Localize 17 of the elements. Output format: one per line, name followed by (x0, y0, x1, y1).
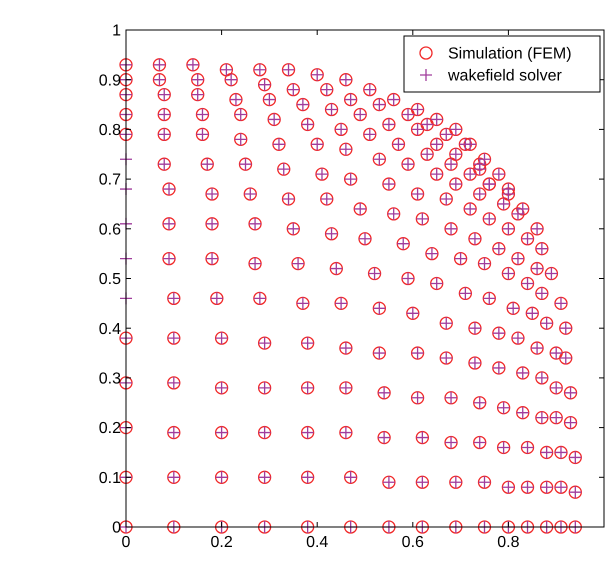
y-tick-label: 0.7 (98, 172, 122, 189)
x-tick-label: 0.4 (306, 534, 328, 551)
legend-label: Simulation (FEM) (448, 46, 572, 63)
y-tick-label: 0.4 (98, 320, 122, 338)
y-tick-label: 0 (112, 520, 122, 537)
legend-label: wakefield solver (447, 68, 562, 85)
y-tick-label: 0.2 (98, 420, 122, 438)
y-tick-label: 0.9 (98, 72, 122, 90)
y-tick-label: 0.3 (98, 370, 122, 388)
x-tick-label: 0.8 (497, 534, 520, 551)
x-tick-label: 0.2 (210, 534, 233, 551)
y-tick-label: 0.6 (98, 221, 122, 238)
y-tick-label: 1 (112, 22, 122, 40)
y-tick-label: 0.1 (98, 470, 122, 487)
y-tick-label: 0.5 (98, 271, 122, 288)
y-tick-label: 0.8 (98, 122, 122, 139)
x-tick-label: 0.6 (402, 534, 424, 551)
